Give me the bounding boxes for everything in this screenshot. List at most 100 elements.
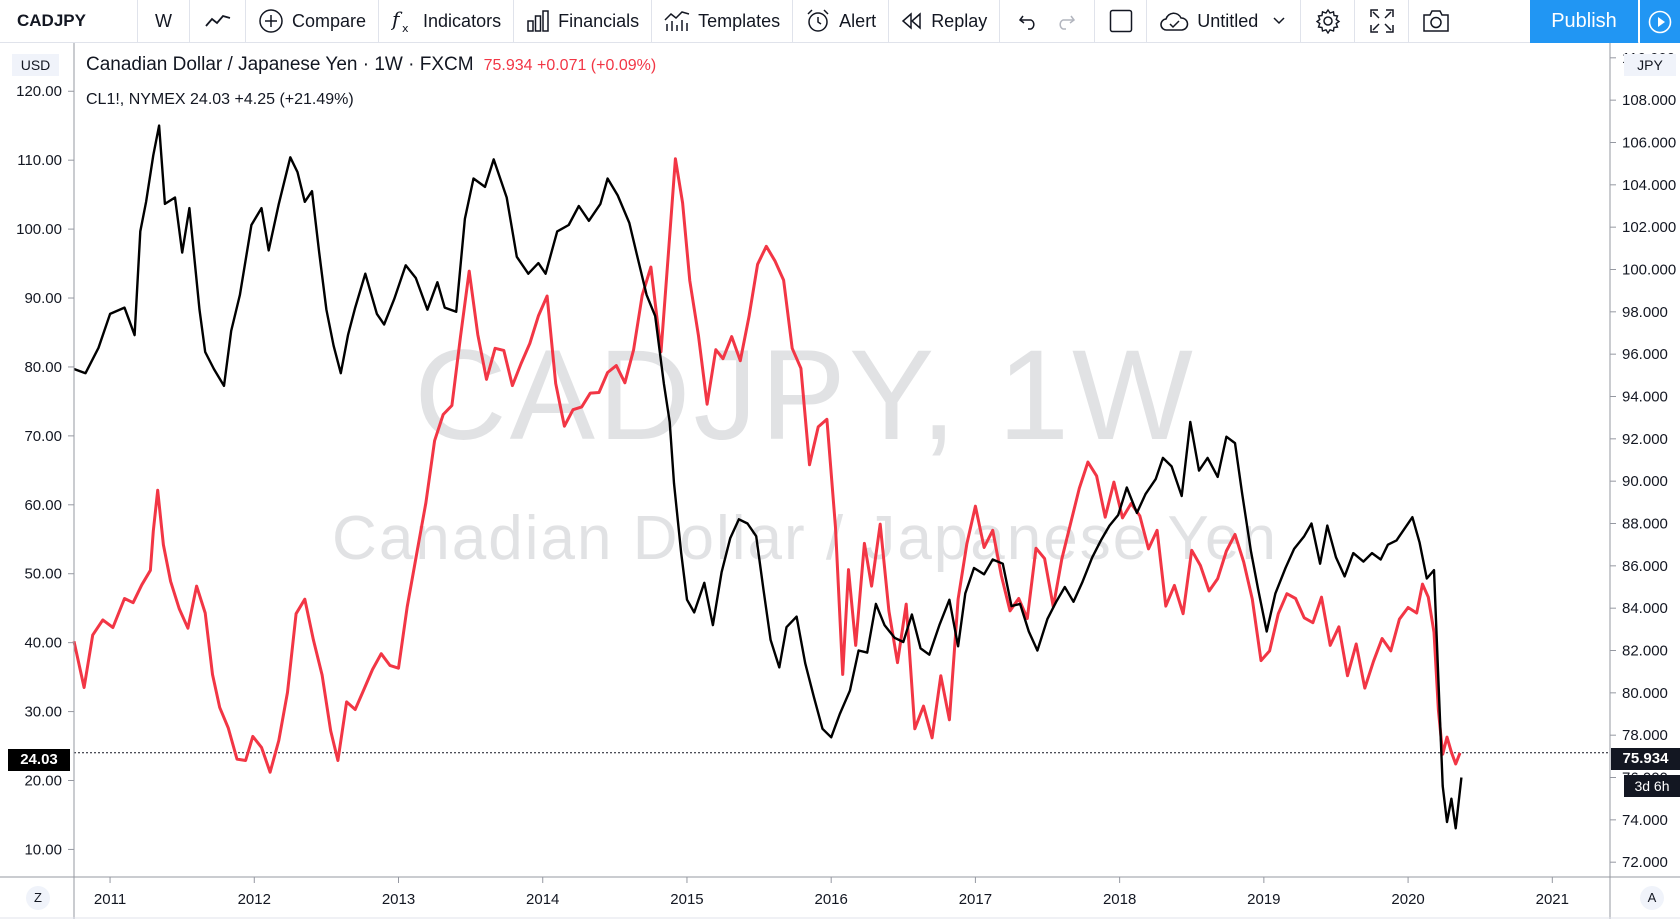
right-tick-label: 72.000 [1622, 854, 1668, 871]
time-tick-label: 2017 [959, 891, 992, 908]
time-tick-label: 2019 [1247, 891, 1280, 908]
time-tick-label: 2013 [382, 891, 415, 908]
financials-label: Financials [558, 10, 640, 31]
indicators-label: Indicators [423, 10, 502, 31]
undo-icon[interactable] [1018, 12, 1038, 30]
alarm-clock-icon [807, 9, 829, 32]
settings-button[interactable] [1301, 0, 1356, 42]
right-tick-label: 78.000 [1622, 727, 1668, 744]
time-tick-label: 2012 [238, 891, 271, 908]
main-series-values: 75.934 +0.071 (+0.09%) [483, 57, 657, 74]
right-tick-label: 96.000 [1622, 346, 1668, 363]
compare-button[interactable]: Compare [246, 0, 380, 42]
redo-icon[interactable] [1056, 12, 1076, 30]
financials-button[interactable]: Financials [514, 0, 653, 42]
interval-button[interactable]: W [138, 0, 190, 42]
time-tick-label: 2021 [1536, 891, 1569, 908]
time-tick-label: 2015 [670, 891, 703, 908]
left-tick-label: 60.00 [24, 497, 62, 514]
time-tick-label: 2011 [94, 891, 126, 908]
left-tick-label: 120.00 [16, 83, 62, 100]
symbol-label: CADJPY [17, 11, 86, 30]
left-tick-label: 70.00 [24, 428, 62, 445]
right-tick-label: 106.000 [1622, 134, 1676, 151]
publish-options-button[interactable] [1639, 0, 1680, 43]
rectangle-icon [1109, 9, 1132, 33]
time-tick-label: 2014 [526, 891, 559, 908]
cadjpy-series-line [73, 124, 1463, 830]
left-axis-currency-badge[interactable]: USD [12, 54, 59, 76]
alert-label: Alert [839, 10, 877, 31]
left-tick-label: 80.00 [24, 359, 62, 376]
right-tick-label: 86.000 [1622, 558, 1668, 575]
right-tick-label: 94.000 [1622, 388, 1668, 405]
right-tick-label: 108.000 [1622, 92, 1676, 109]
time-tick-label: 2020 [1391, 891, 1424, 908]
left-tick-label: 40.00 [24, 635, 62, 652]
chevron-down-icon [1273, 17, 1285, 25]
left-last-price-label: 24.03 [8, 749, 70, 771]
templates-label: Templates [698, 10, 781, 31]
right-tick-label: 82.000 [1622, 643, 1668, 660]
right-tick-label: 98.000 [1622, 304, 1668, 321]
left-tick-label: 10.00 [24, 841, 62, 858]
interval-label: W [155, 10, 172, 31]
right-tick-label: 92.000 [1622, 431, 1668, 448]
left-tick-label: 110.00 [17, 152, 62, 169]
right-tick-label: 102.000 [1622, 219, 1676, 236]
left-tick-label: 20.00 [24, 773, 62, 790]
select-layout-button[interactable] [1095, 0, 1148, 42]
layout-name-button[interactable]: Untitled [1147, 0, 1302, 42]
replay-button[interactable]: Replay [889, 0, 1001, 42]
replay-label: Replay [931, 10, 988, 31]
templates-icon [664, 11, 690, 31]
axis-layer: 120.00 110.00 100.00 90.00 80.00 70.00 60.00 50… [0, 43, 1680, 919]
left-tick-label: 50.00 [24, 566, 62, 583]
timezone-button[interactable]: Z [26, 886, 50, 910]
svg-text:x: x [402, 22, 409, 34]
right-last-price-label: 75.934 [1611, 748, 1680, 770]
plus-circle-icon [259, 9, 283, 33]
compare-series-legend[interactable]: CL1!, NYMEX 24.03 +4.25 (+21.49%) [86, 91, 354, 108]
undo-redo-group [1000, 0, 1096, 42]
bar-chart-icon [527, 10, 549, 32]
series-layer [72, 124, 1610, 830]
main-series-legend[interactable]: Canadian Dollar / Japanese Yen · 1W · FX… [86, 54, 656, 76]
bar-countdown-label: 3d 6h [1624, 775, 1680, 797]
cloud-check-icon [1160, 12, 1189, 31]
left-tick-label: 90.00 [24, 290, 62, 307]
time-tick-label: 2018 [1103, 891, 1136, 908]
line-chart-icon [204, 14, 230, 27]
camera-icon [1423, 10, 1449, 32]
compare-label: Compare [292, 10, 367, 31]
right-tick-label: 84.000 [1622, 600, 1668, 617]
right-tick-label: 104.000 [1622, 177, 1676, 194]
layout-name-label: Untitled [1197, 10, 1259, 31]
chart-type-button[interactable] [190, 0, 246, 42]
cl1-series-line [72, 157, 1462, 774]
fullscreen-icon [1369, 9, 1394, 33]
right-tick-label: 90.000 [1622, 473, 1668, 490]
symbol-search-button[interactable]: CADJPY [0, 0, 138, 42]
main-series-title: Canadian Dollar / Japanese Yen · 1W · FX… [86, 54, 474, 75]
chart-canvas[interactable]: 120.00 110.00 100.00 90.00 80.00 70.00 60.00 50… [0, 43, 1680, 919]
snapshot-button[interactable] [1409, 0, 1463, 42]
fullscreen-button[interactable] [1355, 0, 1410, 42]
play-icon [1648, 10, 1672, 33]
right-tick-label: 100.000 [1622, 261, 1676, 278]
gear-icon [1315, 8, 1340, 34]
publish-button[interactable]: Publish [1530, 0, 1638, 43]
auto-scale-button[interactable]: A [1640, 886, 1664, 910]
left-tick-label: 100.00 [16, 221, 62, 238]
left-tick-label: 30.00 [24, 704, 62, 721]
right-axis-currency-badge[interactable]: JPY [1624, 54, 1676, 76]
rewind-icon [902, 12, 921, 30]
right-tick-label: 74.000 [1622, 812, 1668, 829]
time-tick-label: 2016 [814, 891, 847, 908]
right-tick-label: 88.000 [1622, 516, 1668, 533]
alert-button[interactable]: Alert [793, 0, 890, 42]
templates-button[interactable]: Templates [652, 0, 794, 42]
